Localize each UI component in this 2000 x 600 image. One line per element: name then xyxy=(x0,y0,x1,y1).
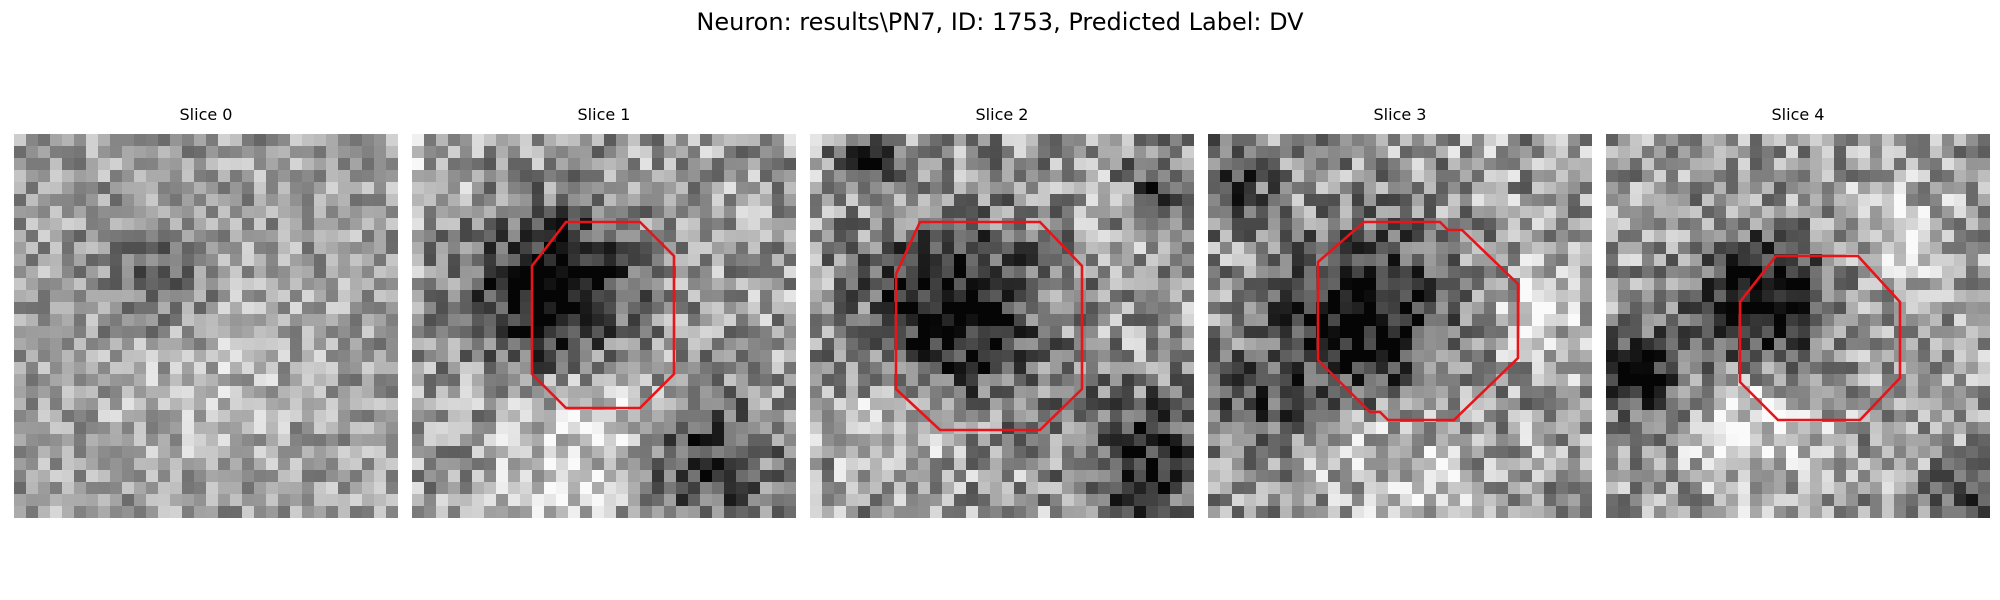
slice-panel-0: Slice 0 xyxy=(14,105,398,518)
slice-title: Slice 2 xyxy=(975,105,1029,124)
slice-panel-3: Slice 3 xyxy=(1208,105,1592,518)
slice-image xyxy=(1208,134,1592,518)
neuron-outline xyxy=(1316,220,1520,422)
slice-title: Slice 0 xyxy=(179,105,233,124)
neuron-outline xyxy=(530,220,676,410)
slice-image xyxy=(412,134,796,518)
slice-title: Slice 1 xyxy=(577,105,631,124)
slice-image xyxy=(1606,134,1990,518)
slice-title: Slice 4 xyxy=(1771,105,1825,124)
slice-image xyxy=(810,134,1194,518)
slice-title: Slice 3 xyxy=(1373,105,1427,124)
neuron-outline xyxy=(894,220,1084,432)
slice-image xyxy=(14,134,398,518)
slice-panel-2: Slice 2 xyxy=(810,105,1194,518)
figure-title: Neuron: results\PN7, ID: 1753, Predicted… xyxy=(696,8,1304,36)
slice-panel-1: Slice 1 xyxy=(412,105,796,518)
neuron-outline xyxy=(1738,254,1902,422)
slice-panel-4: Slice 4 xyxy=(1606,105,1990,518)
